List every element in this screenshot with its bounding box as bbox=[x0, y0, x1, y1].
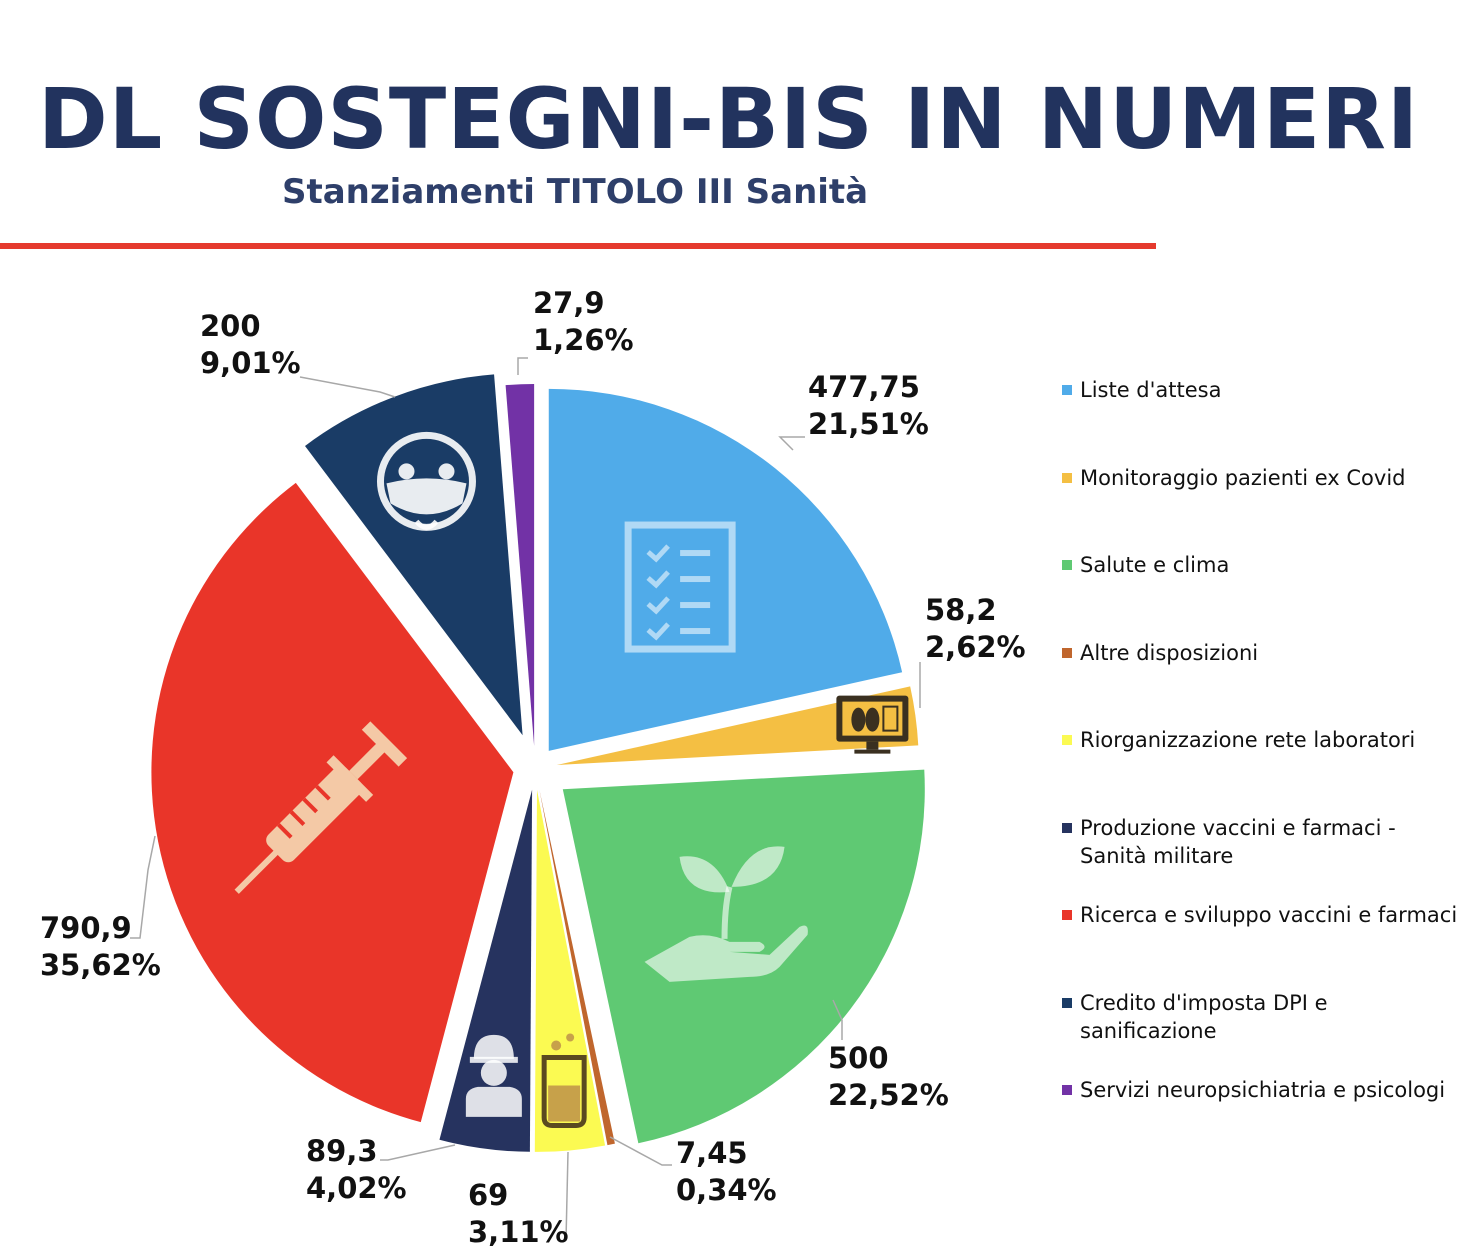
slice-percent-label: 0,34% bbox=[676, 1173, 777, 1207]
pie-slice-group bbox=[305, 374, 523, 736]
legend-swatch bbox=[1062, 560, 1072, 570]
pie-slice-group bbox=[151, 482, 514, 1123]
chart-legend: Liste d'attesa Monitoraggio pazienti ex C… bbox=[1062, 0, 1472, 1260]
legend-swatch bbox=[1062, 735, 1072, 745]
slice-percent-label: 1,26% bbox=[533, 323, 634, 357]
legend-item: Credito d'imposta DPI e sanificazione bbox=[1062, 989, 1462, 1045]
legend-label: Liste d'attesa bbox=[1080, 378, 1222, 402]
pie-slice-group bbox=[534, 789, 606, 1152]
leader-line bbox=[778, 436, 805, 451]
lung-monitor-icon bbox=[836, 695, 909, 754]
slice-value-label: 7,45 bbox=[676, 1136, 748, 1170]
legend-label: Credito d'imposta DPI e sanificazione bbox=[1080, 991, 1328, 1043]
slice-percent-label: 22,52% bbox=[828, 1078, 949, 1112]
legend-label: Altre disposizioni bbox=[1080, 641, 1259, 665]
pie-slice-group bbox=[556, 686, 919, 766]
legend-item: Ricerca e sviluppo vaccini e farmaci bbox=[1062, 901, 1462, 929]
slice-value-label: 500 bbox=[828, 1041, 889, 1075]
leader-line bbox=[517, 357, 528, 375]
legend-item: Monitoraggio pazienti ex Covid bbox=[1062, 464, 1462, 492]
legend-item: Riorganizzazione rete laboratori bbox=[1062, 726, 1462, 754]
legend-swatch bbox=[1062, 823, 1072, 833]
slice-value-label: 200 bbox=[200, 309, 261, 343]
leader-line bbox=[565, 1151, 569, 1241]
slice-value-label: 790,9 bbox=[40, 911, 132, 945]
slice-percent-label: 3,11% bbox=[468, 1215, 569, 1249]
legend-swatch bbox=[1062, 473, 1072, 483]
legend-item: Salute e clima bbox=[1062, 551, 1462, 579]
leader-line bbox=[609, 1136, 672, 1166]
masked-face-icon bbox=[376, 431, 476, 531]
legend-swatch bbox=[1062, 648, 1072, 658]
legend-item: Servizi neuropsichiatria e psicologi bbox=[1062, 1076, 1462, 1104]
slice-value-label: 477,75 bbox=[808, 370, 920, 404]
page-title: DL SOSTEGNI-BIS IN NUMERI bbox=[38, 70, 1420, 168]
pie-slice bbox=[534, 789, 606, 1152]
pie-slice bbox=[556, 686, 919, 766]
legend-item: Liste d'attesa bbox=[1062, 376, 1462, 404]
pie-slice-group bbox=[505, 384, 535, 747]
page-subtitle: Stanziamenti TITOLO III Sanità bbox=[282, 172, 869, 212]
legend-label: Ricerca e sviluppo vaccini e farmaci bbox=[1080, 903, 1458, 927]
legend-label: Riorganizzazione rete laboratori bbox=[1080, 728, 1416, 752]
slice-percent-label: 21,51% bbox=[808, 407, 929, 441]
legend-swatch bbox=[1062, 910, 1072, 920]
plant-hand-icon bbox=[644, 846, 808, 982]
legend-swatch bbox=[1062, 1085, 1072, 1095]
leader-line bbox=[130, 835, 156, 939]
legend-item: Produzione vaccini e farmaci - Sanità mi… bbox=[1062, 814, 1462, 870]
slice-percent-label: 35,62% bbox=[40, 948, 161, 982]
slice-percent-label: 4,02% bbox=[306, 1171, 407, 1205]
leader-line bbox=[380, 1144, 456, 1161]
pie-slice-group bbox=[562, 769, 925, 1144]
legend-item: Altre disposizioni bbox=[1062, 639, 1462, 667]
beaker-icon bbox=[541, 1033, 587, 1129]
pie-slice-group bbox=[548, 388, 903, 751]
legend-label: Salute e clima bbox=[1080, 553, 1230, 577]
slice-percent-label: 2,62% bbox=[925, 630, 1026, 664]
legend-label: Produzione vaccini e farmaci - Sanità mi… bbox=[1080, 816, 1396, 868]
syringe-icon bbox=[234, 721, 408, 894]
slice-percent-label: 9,01% bbox=[200, 346, 301, 380]
legend-label: Monitoraggio pazienti ex Covid bbox=[1080, 466, 1406, 490]
leader-line bbox=[832, 999, 843, 1040]
slice-value-label: 27,9 bbox=[533, 286, 605, 320]
legend-swatch bbox=[1062, 998, 1072, 1008]
legend-swatch bbox=[1062, 385, 1072, 395]
pie-slice bbox=[505, 384, 535, 747]
pie-slice-group bbox=[539, 789, 615, 1146]
pie-slice bbox=[548, 388, 903, 751]
legend-label: Servizi neuropsichiatria e psicologi bbox=[1080, 1078, 1446, 1102]
checklist-icon bbox=[624, 521, 736, 653]
slice-value-label: 58,2 bbox=[925, 593, 997, 627]
pie-slice bbox=[539, 789, 615, 1146]
slice-value-label: 69 bbox=[468, 1178, 508, 1212]
header-divider bbox=[0, 243, 1156, 249]
military-worker-icon bbox=[465, 1034, 522, 1117]
leader-line bbox=[299, 376, 396, 398]
slice-value-label: 89,3 bbox=[306, 1134, 378, 1168]
pie-slice-group bbox=[439, 789, 533, 1152]
